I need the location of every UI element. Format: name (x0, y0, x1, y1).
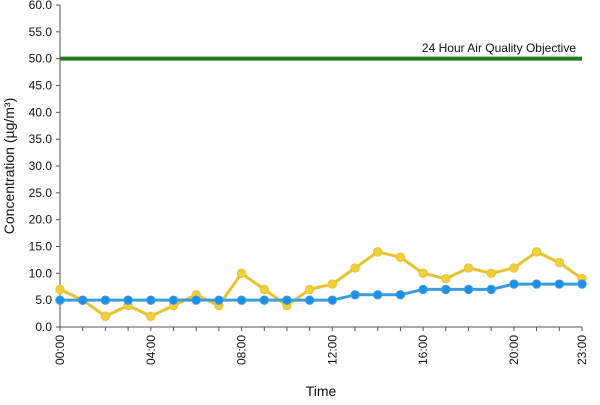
x-tick-label: 04:00 (144, 335, 158, 365)
series-2-point (554, 279, 565, 289)
y-tick-label: 45.0 (29, 79, 53, 93)
series-2-point (350, 290, 360, 300)
y-tick-label: 0.0 (35, 320, 52, 334)
x-tick-label: 00:00 (53, 335, 67, 365)
x-axis-title: Time (306, 383, 337, 399)
series-2-point (55, 295, 65, 305)
series-2-point (168, 295, 179, 305)
series-1-line (59, 250, 583, 318)
series-2-point (146, 295, 156, 305)
x-tick-label: 16:00 (416, 335, 430, 365)
series-1-point (327, 279, 338, 289)
series-1-point (441, 274, 451, 284)
x-tick-label: 20:00 (507, 335, 521, 365)
series-1-point (100, 311, 111, 321)
y-tick-label: 15.0 (29, 240, 53, 254)
y-tick-label: 55.0 (29, 25, 53, 39)
series-1-point (55, 284, 65, 295)
series-1-point (350, 263, 360, 273)
y-tick-label: 60.0 (29, 0, 53, 12)
series-2-point (100, 295, 111, 305)
series-1-point (531, 247, 542, 257)
y-tick-label: 50.0 (29, 52, 53, 66)
series-2-point (577, 279, 587, 289)
series-2-point (509, 279, 519, 289)
series-1-point (486, 268, 496, 279)
series-1-point (236, 268, 247, 279)
series-1-point (304, 284, 315, 295)
y-tick-label: 5.0 (35, 293, 52, 307)
series-2-point (418, 284, 428, 295)
series-2-point (395, 290, 406, 300)
series-2-point (77, 295, 88, 305)
x-tick-label: 08:00 (235, 335, 249, 365)
y-axis-title: Concentration (µg/m³) (1, 98, 17, 234)
series-2-point (259, 295, 269, 305)
series-2-point (327, 295, 338, 305)
series-1-point (554, 257, 565, 268)
y-tick-label: 20.0 (29, 213, 53, 227)
tick-labels-group: 0.0 5.0 10.0 15.0 20.0 25.0 30.0 35.0 40.0 45.0 50… (29, 0, 589, 365)
y-tick-label: 30.0 (29, 159, 53, 173)
series-2-point (282, 295, 292, 305)
x-tick-label: 12:00 (325, 335, 339, 365)
y-tick-label: 40.0 (29, 105, 53, 119)
series-2-point (123, 295, 133, 305)
series-2-point (191, 295, 201, 305)
series-1-point (418, 268, 428, 279)
series-2-point (236, 295, 247, 305)
series-1-point (259, 284, 269, 295)
y-tick-label: 25.0 (29, 186, 53, 200)
axes-group (56, 4, 583, 331)
x-tick-label: 23:00 (575, 335, 589, 365)
series-1-point (373, 247, 383, 257)
series-1-point (509, 263, 519, 273)
series-2-point (373, 290, 383, 300)
y-tick-label: 10.0 (29, 266, 53, 280)
series-1-point (146, 311, 156, 321)
series-2-point (441, 284, 451, 295)
series-group (55, 247, 587, 321)
series-1-point (395, 252, 406, 262)
series-2-point (486, 284, 496, 295)
series-2-point (304, 295, 315, 305)
y-tick-label: 35.0 (29, 132, 53, 146)
series-1-point (463, 263, 474, 273)
reference-line-label: 24 Hour Air Quality Objective (422, 41, 576, 55)
series-2-point (531, 279, 542, 289)
series-2-point (214, 295, 224, 305)
series-2-point (463, 284, 474, 295)
